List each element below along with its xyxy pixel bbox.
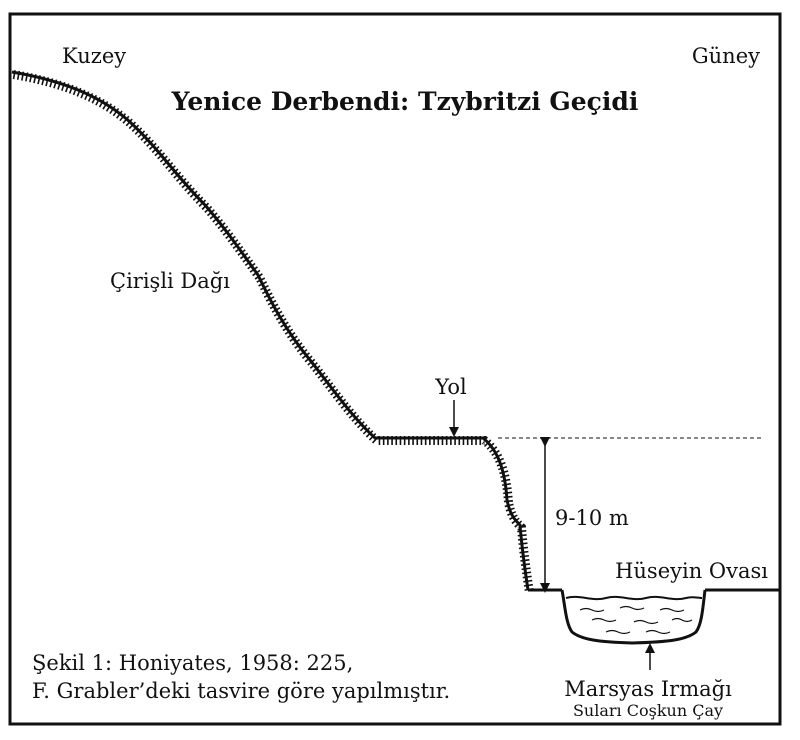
water-surface: [565, 595, 703, 601]
caption-line-2: F. Grabler’deki tasvire göre yapılmıştır…: [32, 679, 450, 703]
caption-line-1: Şekil 1: Honiyates, 1958: 225,: [32, 651, 353, 675]
north-label: Kuzey: [62, 44, 126, 68]
river-sub-label: Suları Coşkun Çay: [573, 701, 723, 720]
terrain-profile: [11, 70, 780, 594]
river-channel: [560, 589, 707, 645]
mountain-label: Çirişli Dağı: [110, 269, 230, 293]
height-label: 9-10 m: [555, 506, 629, 530]
water-ripples: [579, 605, 693, 635]
road-label: Yol: [434, 375, 467, 399]
river-bed: [560, 589, 707, 645]
ridge-hatching: [12, 70, 534, 594]
south-label: Güney: [692, 44, 760, 68]
ridge-line: [11, 70, 530, 591]
figure-frame: [8, 12, 782, 726]
river-label: Marsyas Irmağı: [564, 677, 732, 701]
diagram-title: Yenice Derbendi: Tzybritzi Geçidi: [171, 87, 639, 116]
plain-label: Hüseyin Ovası: [615, 559, 768, 583]
